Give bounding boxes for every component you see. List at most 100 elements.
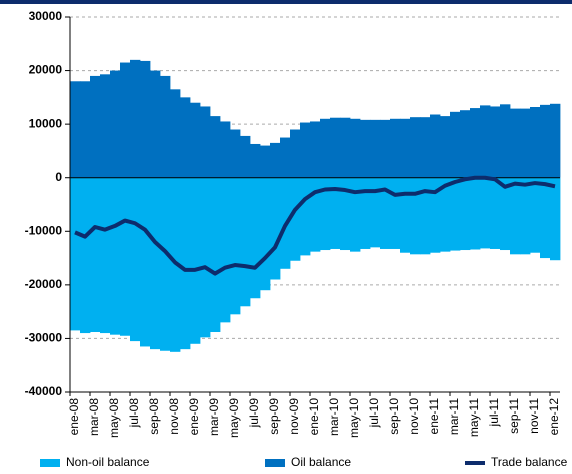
area-step [420, 117, 431, 178]
area-step [460, 110, 471, 178]
area-step [270, 142, 281, 178]
y-tick-label: 0 [55, 170, 62, 184]
legend-label: Trade balance [491, 455, 568, 469]
area-step [440, 177, 451, 252]
area-step [470, 177, 481, 250]
area-step [370, 177, 381, 248]
area-step [370, 119, 381, 178]
area-step [480, 177, 491, 249]
x-tick-label: may-08 [107, 398, 121, 438]
x-tick-label: ene-08 [67, 398, 81, 436]
area-step [250, 143, 261, 178]
area-step [510, 108, 521, 178]
area-step [290, 177, 301, 261]
area-step [180, 177, 191, 350]
area-step [350, 177, 361, 252]
area-step [520, 108, 531, 178]
area-step [300, 177, 311, 256]
y-tick-label: 20000 [29, 63, 63, 77]
area-step [480, 105, 491, 178]
area-step [140, 60, 151, 178]
area-step [120, 62, 131, 178]
top-rule [0, 0, 572, 4]
x-tick-label: mar-09 [207, 398, 221, 436]
area-step [130, 177, 141, 342]
area-step [330, 117, 341, 178]
x-tick-label: jul-10 [367, 398, 381, 429]
area-step [210, 116, 221, 178]
area-step [200, 106, 211, 178]
y-tick-label: -30000 [25, 331, 63, 345]
area-step [390, 118, 401, 178]
area-step [420, 177, 431, 255]
legend-swatch [40, 459, 60, 467]
area-step [530, 177, 541, 253]
area-step [380, 119, 391, 178]
legend-swatch [265, 459, 285, 467]
area-step [80, 81, 91, 178]
area-step [410, 177, 421, 255]
area-step [160, 177, 171, 351]
area-step [540, 104, 551, 178]
area-step [460, 177, 471, 251]
area-step [440, 116, 451, 178]
area-step [230, 129, 241, 178]
area-step [210, 177, 221, 332]
area-step [270, 177, 281, 280]
area-step [240, 135, 251, 178]
x-tick-label: may-10 [347, 398, 361, 438]
area-step [220, 177, 231, 323]
area-step [290, 129, 301, 178]
area-step [100, 177, 111, 334]
area-step [170, 89, 181, 178]
area-step [80, 177, 91, 334]
area-step [530, 107, 541, 178]
area-step [490, 106, 501, 178]
area-step [430, 177, 441, 253]
area-step [520, 177, 531, 255]
area-step [190, 177, 201, 344]
area-step [190, 102, 201, 178]
area-step [220, 121, 231, 178]
x-tick-label: sep-09 [267, 398, 281, 435]
area-step [310, 121, 321, 178]
x-tick-label: ene-12 [547, 398, 561, 436]
area-step [550, 177, 561, 261]
x-tick-label: sep-08 [147, 398, 161, 435]
x-tick-label: sep-10 [387, 398, 401, 435]
y-tick-label: 10000 [29, 116, 63, 130]
area-step [310, 177, 321, 252]
area-step [280, 137, 291, 178]
area-step [260, 145, 271, 178]
x-tick-label: sep-11 [507, 398, 521, 434]
area-step [470, 108, 481, 178]
x-tick-label: nov-11 [527, 398, 541, 434]
area-step [340, 117, 351, 178]
area-step [340, 177, 351, 251]
area-step [250, 177, 261, 299]
x-tick-label: jul-09 [247, 398, 261, 429]
area-step [500, 104, 511, 178]
area-step [240, 177, 251, 307]
x-tick-label: jul-11 [487, 398, 501, 428]
area-step [320, 177, 331, 251]
area-step [500, 177, 511, 251]
area-step [320, 118, 331, 178]
area-step [120, 177, 131, 336]
area-step [160, 75, 171, 178]
area-step [140, 177, 151, 347]
y-tick-label: -40000 [25, 384, 63, 398]
area-step [230, 177, 241, 315]
area-step [260, 177, 271, 291]
area-step [150, 70, 161, 178]
area-step [400, 177, 411, 253]
area-step [490, 177, 501, 249]
x-tick-label: nov-09 [287, 398, 301, 435]
area-step [360, 177, 371, 249]
area-step [350, 118, 361, 178]
trade-line [74, 175, 556, 276]
area-step [110, 70, 121, 178]
area-step [380, 177, 391, 249]
area-step [180, 97, 191, 178]
